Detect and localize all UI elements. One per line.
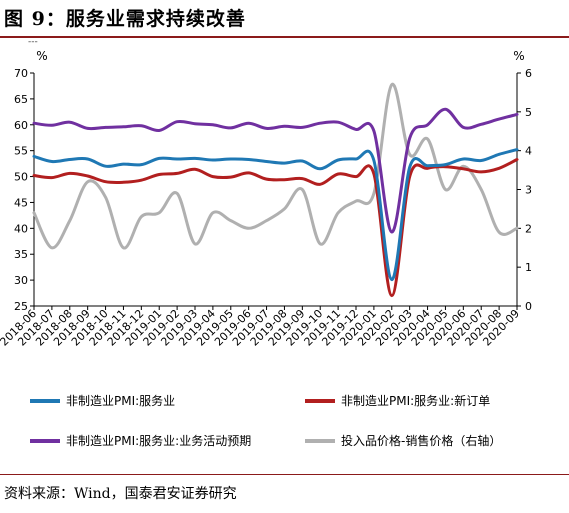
- left-tick-label: 45: [14, 196, 28, 209]
- left-tick-label: 35: [14, 248, 28, 261]
- right-tick-label: 6: [525, 67, 532, 80]
- right-tick-label: 5: [525, 106, 532, 119]
- left-tick-label: 55: [14, 145, 28, 158]
- legend-item-expectations: 非制造业PMI:服务业:业务活动预期: [30, 432, 251, 449]
- tiny-mark: ---: [28, 37, 38, 47]
- left-tick-label: 40: [14, 222, 28, 235]
- legend-swatch-expectations: [30, 438, 60, 443]
- right-tick-label: 3: [525, 184, 532, 197]
- right-tick-label: 1: [525, 261, 532, 274]
- series-line-price-gap: [32, 83, 519, 250]
- legend-item-new-orders: 非制造业PMI:服务业:新订单: [305, 392, 490, 409]
- series-line-services-pmi: [32, 148, 519, 282]
- right-tick-label: 4: [525, 145, 532, 158]
- pmi-chart: % %2530354045505560657001234562018-062018…: [0, 49, 532, 349]
- legend-item-price-gap: 投入品价格-销售价格（右轴）: [305, 432, 501, 449]
- left-tick-label: 25: [14, 300, 28, 313]
- series-line-expectations: [32, 107, 519, 234]
- legend-swatch-price-gap: [305, 438, 335, 443]
- title-row: 图 9：服务业需求持续改善 ---: [0, 0, 569, 47]
- legend-label-new-orders: 非制造业PMI:服务业:新订单: [341, 394, 491, 408]
- legend-label-services-pmi: 非制造业PMI:服务业: [66, 394, 176, 408]
- left-tick-label: 65: [14, 93, 28, 106]
- source-note: 资料来源：Wind，国泰君安证券研究: [4, 486, 237, 502]
- figure-title: 图 9：服务业需求持续改善: [4, 8, 246, 30]
- right-tick-label: 0: [525, 300, 532, 313]
- legend-label-price-gap: 投入品价格-销售价格（右轴）: [341, 434, 502, 448]
- source-rule: [0, 474, 569, 475]
- left-tick-label: 30: [14, 274, 28, 287]
- legend-swatch-new-orders: [305, 398, 335, 403]
- legend-label-expectations: 非制造业PMI:服务业:业务活动预期: [66, 434, 252, 448]
- right-axis-unit: %: [513, 49, 524, 63]
- legend-item-services-pmi: 非制造业PMI:服务业: [30, 392, 175, 409]
- left-tick-label: 50: [14, 171, 28, 184]
- title-rule: [0, 36, 569, 38]
- left-tick-label: 60: [14, 119, 28, 132]
- series-line-new-orders: [32, 158, 519, 298]
- left-axis-unit: %: [36, 49, 47, 63]
- legend: 非制造业PMI:服务业 非制造业PMI:服务业:新订单 非制造业PMI:服务业:…: [0, 382, 569, 462]
- legend-swatch-services-pmi: [30, 398, 60, 403]
- right-tick-label: 2: [525, 222, 532, 235]
- left-tick-label: 70: [14, 67, 28, 80]
